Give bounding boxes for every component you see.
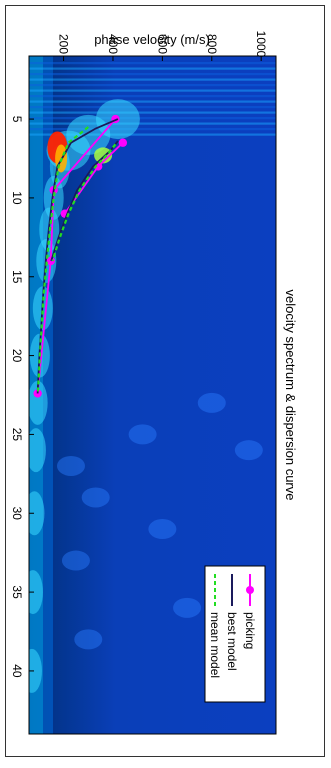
spectrum-ridge-glow [29,570,43,615]
spectrum-streak [29,128,276,131]
picking-point [46,256,55,266]
x-tick-label: 10 [10,191,24,205]
legend-label: picking [243,612,257,649]
spectrum-streak [29,122,276,125]
legend-marker-picking [246,586,254,594]
spectrum-streak [29,106,276,109]
y-axis-label: phase velocity (m/s) [94,32,210,47]
legend-label: mean model [208,612,222,678]
spectrum-ridge-glow [29,491,45,536]
spectrum-streak [29,117,276,120]
x-tick-label: 5 [10,116,24,123]
y-axis-ticks: 200 400 600 800 1000 [57,31,268,61]
spectrum-streak [29,100,276,103]
picking-point [118,138,128,147]
spectrum-peak [94,147,113,164]
spectrum-streak [29,133,276,136]
y-tick-label: 200 [57,34,71,54]
x-tick-label: 35 [10,585,24,599]
legend-box [204,565,266,703]
x-tick-label: 40 [10,664,24,678]
y-tick-label: 400 [106,34,120,54]
x-tick-label: 30 [10,507,24,521]
spectrum-streak [29,89,276,92]
spectrum-blob [61,550,90,571]
spectrum-streak [29,111,276,114]
spectrum-blob [128,424,157,445]
x-tick-label: 25 [10,428,24,442]
plot-area [28,55,277,735]
spectrum-blob [148,519,177,540]
spectrum-streak [29,95,276,98]
y-tick-label: 800 [205,34,219,54]
spectrum-ridge-glow [29,380,48,425]
y-tick-label: 1000 [254,31,268,58]
series-line-mean-model-1 [36,126,89,394]
x-tick-label: 20 [10,349,24,363]
series-layer [33,114,128,398]
spectrum-ridge-glow [29,648,42,693]
y-tick-label: 600 [155,34,169,54]
spectrum-streak [29,84,276,87]
series-line-picking-1 [36,118,117,394]
spectrum-blob [81,487,110,508]
spectrum-blob [173,597,202,618]
spectrum-ridge-glow [29,428,46,473]
plot-frame [28,55,277,735]
spectrum-blob [74,629,103,650]
spectrum-band [43,56,53,734]
spectrum-streak [29,62,276,65]
x-axis-ticks: 5 10 15 20 25 30 35 40 [10,116,34,678]
spectrum-blob [197,392,226,413]
spectrum-blob [56,455,85,476]
chart-title: velocity spectrum & dispersion curve [283,290,298,501]
spectrum-streak [29,78,276,81]
spectrum-streak [29,67,276,70]
picking-point [33,389,42,398]
series-line-mean-model-2 [51,143,117,262]
spectrum-blob [234,440,263,461]
legend-label: best model [225,612,239,671]
velocity-spectrum-heatmap [29,56,276,734]
spectrum-streak [29,73,276,76]
figure-frame [5,5,325,757]
x-tick-label: 15 [10,270,24,284]
